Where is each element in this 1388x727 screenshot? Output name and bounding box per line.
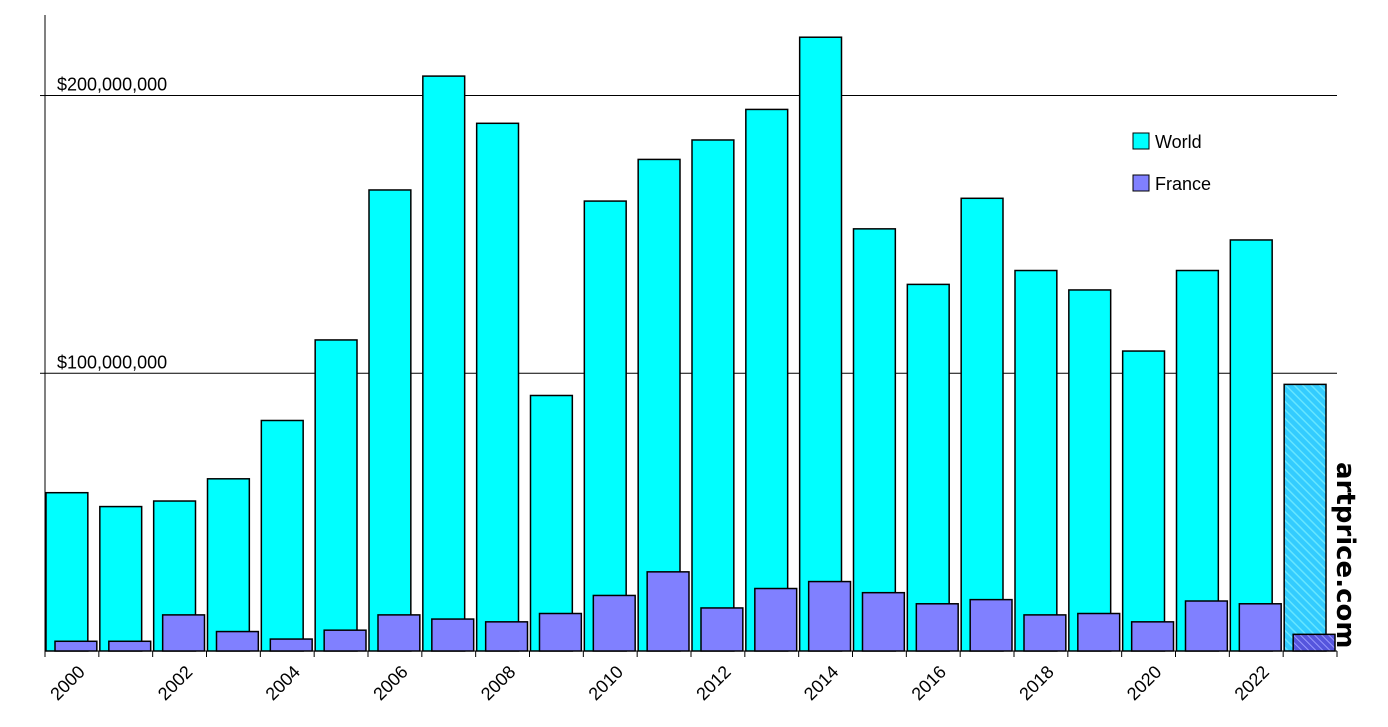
bar-france-2001 — [108, 640, 152, 652]
bar-france-2006 — [377, 614, 421, 652]
bars — [45, 36, 1336, 652]
bar-france-2004 — [269, 638, 313, 652]
artprice-watermark: artprice.com — [1330, 462, 1360, 648]
bar-france-2018 — [1023, 614, 1067, 652]
bar-france-2003 — [215, 630, 260, 652]
x-tick-label: 2000 — [46, 662, 88, 704]
bar-world-2008 — [475, 122, 520, 652]
bar-france-2011 — [646, 571, 690, 652]
legend-swatch-world — [1132, 132, 1150, 150]
bar-france-2005 — [323, 629, 367, 652]
x-tick-label: 2016 — [908, 662, 950, 704]
gridlines — [45, 95, 1337, 374]
bar-world-2023 — [1283, 383, 1327, 652]
bar-france-2016 — [915, 603, 959, 652]
x-tick-label: 2006 — [369, 662, 411, 704]
bar-world-2022 — [1229, 239, 1273, 652]
bar-world-2020 — [1121, 350, 1166, 652]
bar-france-2019 — [1077, 612, 1121, 652]
bar-france-2021 — [1184, 600, 1229, 652]
bar-world-2005 — [314, 339, 358, 652]
x-tick-label: 2020 — [1123, 662, 1165, 704]
bar-world-2010 — [583, 200, 627, 652]
bar-world-2003 — [206, 478, 251, 652]
x-tick-label: 2012 — [692, 662, 734, 704]
bar-world-2016 — [906, 283, 950, 652]
x-tick-label: 2004 — [262, 662, 304, 704]
bar-world-2006 — [368, 189, 412, 652]
bar-world-2019 — [1068, 289, 1112, 652]
bar-france-2013 — [754, 587, 798, 652]
x-tick-label: 2008 — [477, 662, 519, 704]
legend-label-world: World — [1155, 132, 1202, 152]
bar-world-2015 — [852, 228, 897, 652]
bar-world-2012 — [691, 139, 735, 652]
bar-france-2010 — [592, 594, 636, 652]
bar-world-2000 — [45, 491, 89, 652]
y-tick-label: $200,000,000 — [57, 75, 167, 95]
bar-world-2001 — [99, 505, 143, 652]
bar-france-2017 — [969, 598, 1013, 652]
bar-france-2007 — [431, 618, 475, 652]
legend-swatch-france — [1132, 174, 1150, 192]
bar-france-2022 — [1238, 603, 1282, 652]
bar-world-2011 — [637, 158, 681, 652]
bar-france-2012 — [700, 607, 744, 652]
x-tick-label: 2018 — [1015, 662, 1057, 704]
x-tick-label: 2002 — [154, 662, 196, 704]
bar-france-2002 — [161, 614, 206, 652]
legend-label-france: France — [1155, 174, 1211, 194]
bar-world-2007 — [422, 75, 466, 652]
bar-world-2013 — [745, 108, 789, 652]
bar-world-2004 — [260, 419, 304, 652]
bar-france-2000 — [54, 640, 98, 652]
legend: World France — [1132, 132, 1211, 194]
bar-world-2009 — [529, 394, 574, 652]
bar-france-2014 — [807, 580, 852, 652]
bar-france-2008 — [484, 621, 529, 652]
bar-france-2009 — [538, 612, 583, 652]
x-tick-label: 2022 — [1231, 662, 1273, 704]
y-tick-label: $100,000,000 — [57, 352, 167, 372]
bar-france-2020 — [1130, 621, 1175, 652]
bar-world-2017 — [960, 197, 1004, 652]
x-tick-label: 2014 — [800, 662, 842, 704]
bar-world-2021 — [1175, 269, 1220, 652]
bar-france-2023 — [1292, 633, 1336, 652]
bar-world-2014 — [798, 36, 843, 652]
x-tick-label: 2010 — [585, 662, 627, 704]
bar-world-2018 — [1014, 269, 1058, 652]
bar-france-2015 — [861, 591, 906, 652]
